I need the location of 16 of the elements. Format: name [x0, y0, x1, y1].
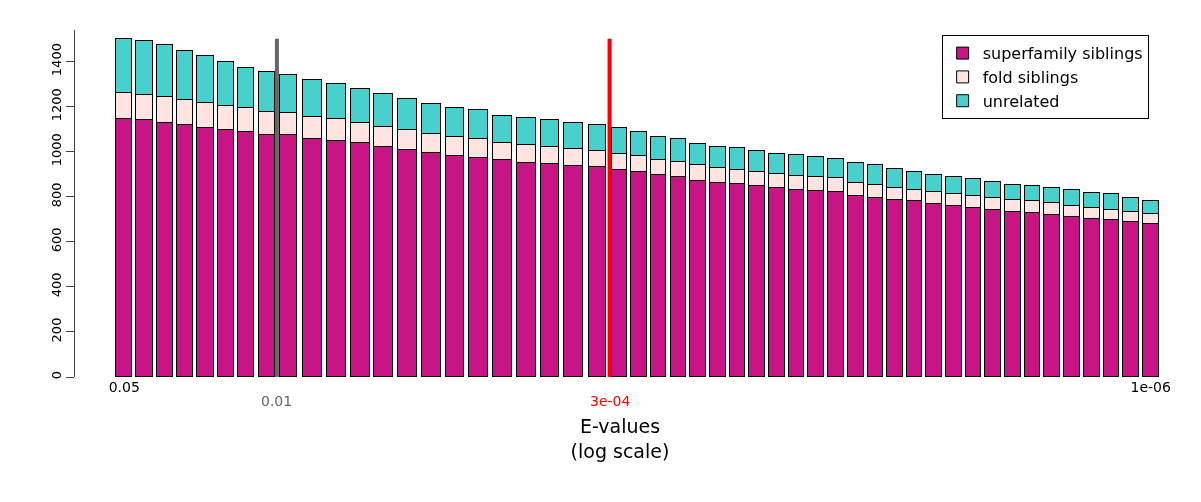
- y-tick-label: 1200: [48, 88, 64, 122]
- y-tick-label: 400: [48, 272, 64, 298]
- legend-label: unrelated: [982, 91, 1060, 111]
- x-tick-label: 1e-06: [1130, 379, 1171, 395]
- y-tick-label: 1400: [48, 43, 64, 77]
- y-tick-label: 1000: [48, 133, 64, 167]
- legend-label: fold siblings: [982, 68, 1079, 88]
- y-tick-label: 800: [48, 182, 64, 208]
- legend-label: superfamily siblings: [982, 44, 1143, 64]
- y-tick-label: 200: [48, 317, 64, 343]
- x-axis-title: E-values (log scale): [570, 414, 670, 462]
- y-tick-label: 600: [48, 227, 64, 253]
- ref-line-label: 3e-04: [590, 393, 631, 409]
- x-tick-label: 0.05: [108, 379, 140, 395]
- y-tick-label: 0: [48, 370, 64, 380]
- ref-line-label: 0.01: [261, 393, 293, 409]
